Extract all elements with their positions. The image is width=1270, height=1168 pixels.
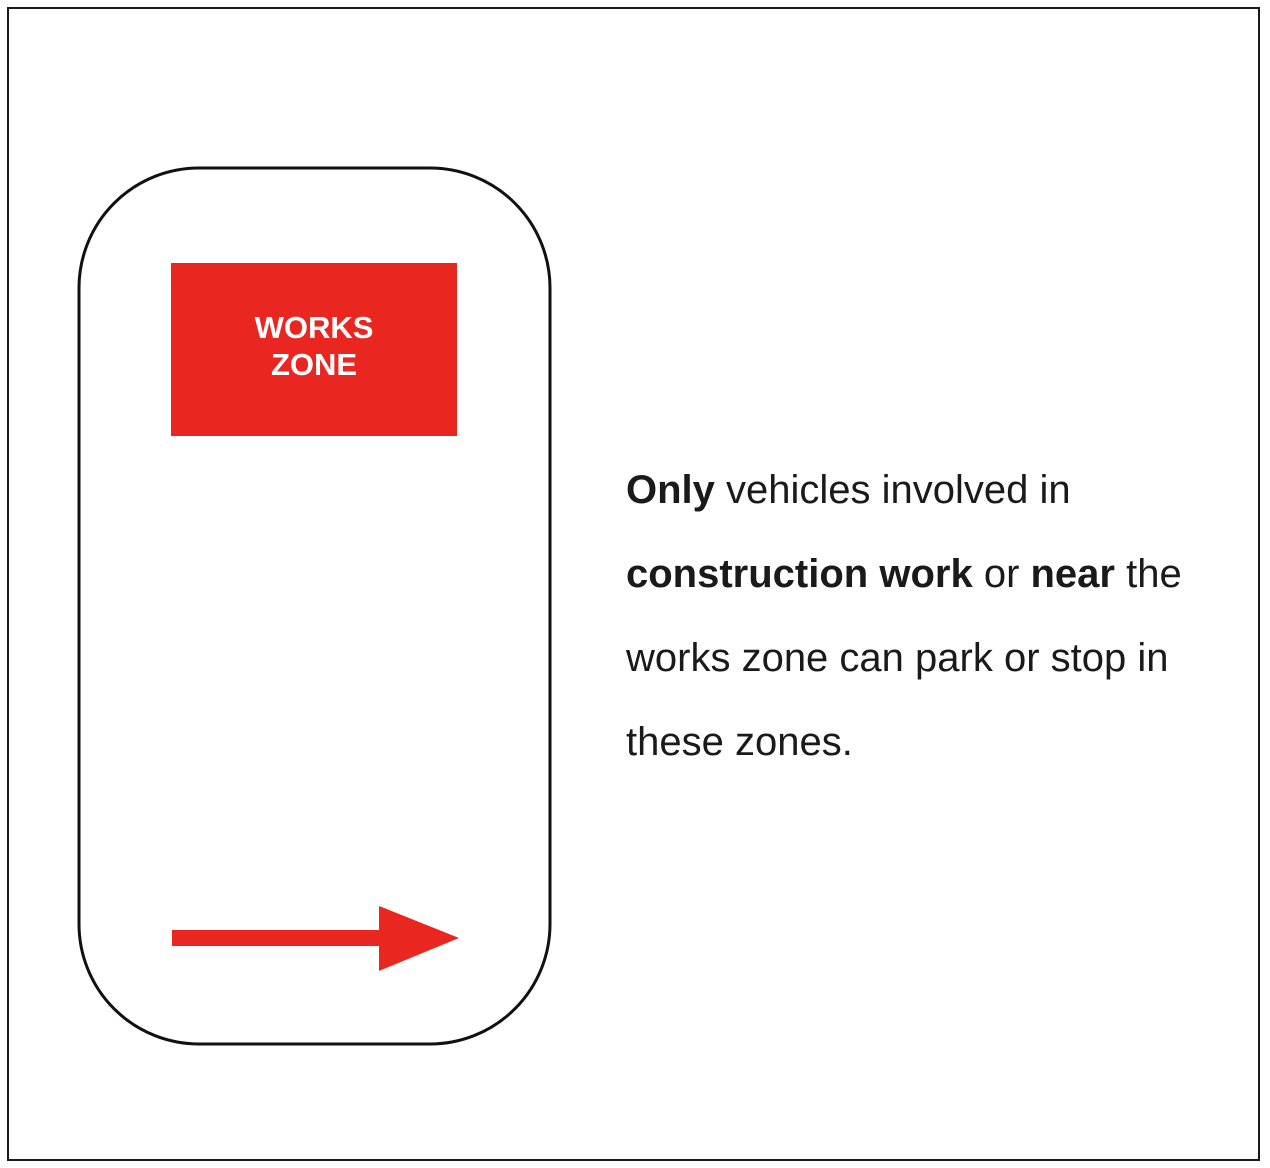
rule-description: Only vehicles involved in construction w…: [626, 448, 1226, 784]
works-zone-panel: [171, 263, 457, 436]
emphasis-near: near: [1030, 552, 1116, 596]
works-zone-label-line2: ZONE: [271, 347, 357, 382]
description-text-1: vehicles involved in: [714, 468, 1071, 512]
description-text-2: or: [972, 552, 1031, 596]
emphasis-only: Only: [626, 468, 715, 512]
works-zone-label-line1: WORKS: [255, 310, 374, 345]
description-text-3: the works zone can park or stop in these…: [626, 552, 1182, 764]
arrow-right-icon: [172, 906, 459, 971]
emphasis-construction-work: construction work: [626, 552, 973, 596]
